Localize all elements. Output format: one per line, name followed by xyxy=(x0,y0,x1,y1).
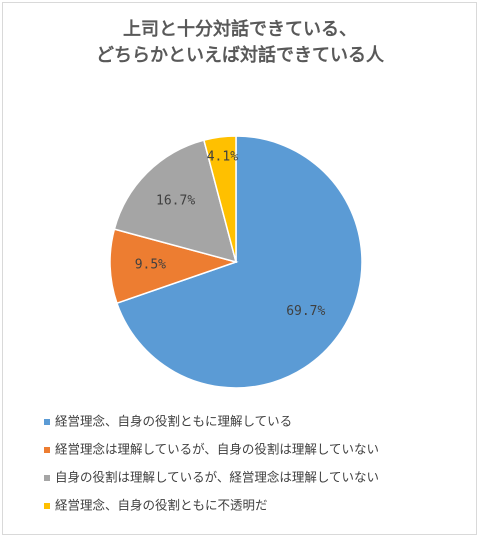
pie-slice xyxy=(202,135,237,263)
pie-slice xyxy=(109,228,239,305)
legend-label: 経営理念、自身の役割ともに理解している xyxy=(55,414,292,429)
pie-slice xyxy=(113,139,238,264)
data-label: 4.1% xyxy=(207,150,238,165)
chart-title: どちらかといえば対話できている人 xyxy=(96,44,385,66)
legend-swatch xyxy=(44,503,50,509)
legend-swatch xyxy=(44,475,50,481)
legend-label: 経営理念、自身の役割ともに不透明だ xyxy=(55,498,268,513)
data-label: 9.5% xyxy=(135,257,166,272)
legend-label: 自身の役割は理解しているが、経営理念は理解していない xyxy=(55,470,379,485)
legend-swatch xyxy=(44,419,50,425)
pie: 69.7% 9.5% 16.7% 4.1% xyxy=(109,135,363,389)
pie-slice xyxy=(115,135,363,389)
data-label: 16.7% xyxy=(156,194,195,209)
data-label: 69.7% xyxy=(286,304,325,319)
legend-swatch xyxy=(44,447,50,453)
chart-title: 上司と十分対話できている、 xyxy=(123,18,357,40)
legend-label: 経営理念は理解しているが、自身の役割は理解していない xyxy=(55,442,379,457)
legend: 経営理念、自身の役割ともに理解している経営理念は理解しているが、自身の役割は理解… xyxy=(44,414,379,513)
